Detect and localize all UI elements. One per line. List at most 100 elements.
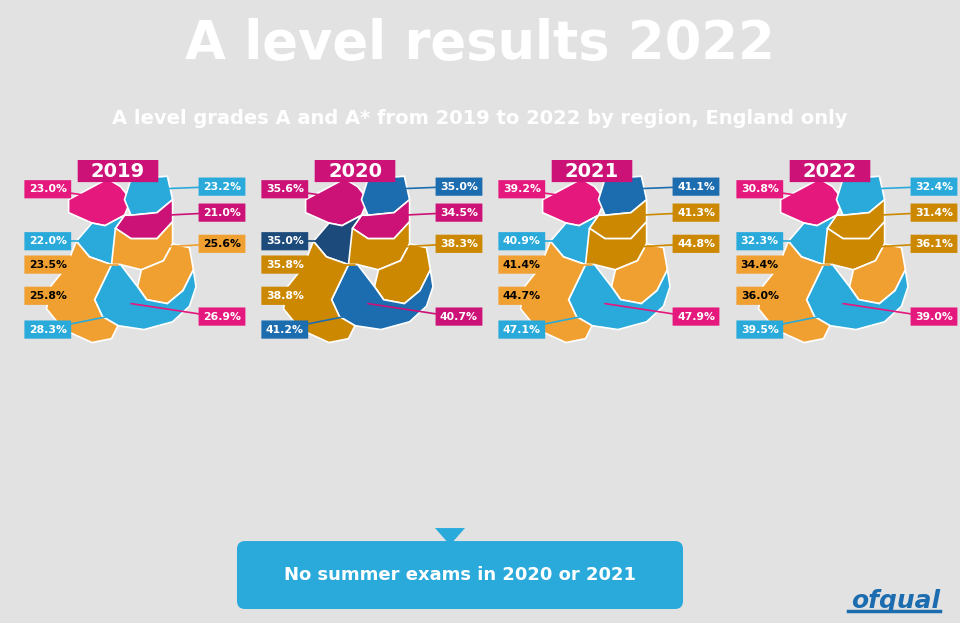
Polygon shape xyxy=(362,176,410,215)
FancyBboxPatch shape xyxy=(261,232,308,250)
FancyBboxPatch shape xyxy=(199,235,246,253)
Text: 31.4%: 31.4% xyxy=(915,207,953,217)
Text: ofqual: ofqual xyxy=(851,589,940,613)
FancyBboxPatch shape xyxy=(790,160,871,182)
FancyBboxPatch shape xyxy=(736,180,783,198)
Text: 35.0%: 35.0% xyxy=(266,236,303,246)
Text: 2019: 2019 xyxy=(91,161,145,181)
FancyBboxPatch shape xyxy=(552,160,633,182)
Text: 35.6%: 35.6% xyxy=(266,184,303,194)
FancyBboxPatch shape xyxy=(498,180,545,198)
Polygon shape xyxy=(374,244,430,303)
FancyBboxPatch shape xyxy=(498,287,545,305)
FancyBboxPatch shape xyxy=(736,320,783,339)
FancyBboxPatch shape xyxy=(673,204,719,222)
Polygon shape xyxy=(125,176,173,215)
FancyBboxPatch shape xyxy=(498,255,545,273)
Polygon shape xyxy=(348,222,410,270)
Polygon shape xyxy=(806,265,908,330)
Text: 39.2%: 39.2% xyxy=(503,184,540,194)
Text: 34.5%: 34.5% xyxy=(440,207,478,217)
Polygon shape xyxy=(828,287,858,309)
Polygon shape xyxy=(68,179,131,226)
Polygon shape xyxy=(788,215,836,265)
Text: 41.2%: 41.2% xyxy=(266,325,303,335)
Polygon shape xyxy=(758,241,830,343)
FancyBboxPatch shape xyxy=(261,255,308,273)
Polygon shape xyxy=(542,179,605,226)
FancyBboxPatch shape xyxy=(673,178,719,196)
Polygon shape xyxy=(586,222,647,270)
FancyBboxPatch shape xyxy=(736,232,783,250)
FancyBboxPatch shape xyxy=(673,235,719,253)
Polygon shape xyxy=(589,287,620,309)
FancyBboxPatch shape xyxy=(436,308,482,326)
FancyBboxPatch shape xyxy=(911,204,957,222)
Polygon shape xyxy=(305,179,368,226)
FancyBboxPatch shape xyxy=(911,235,957,253)
Polygon shape xyxy=(95,265,196,330)
Text: 38.3%: 38.3% xyxy=(440,239,478,249)
Text: 47.9%: 47.9% xyxy=(677,312,715,321)
Polygon shape xyxy=(568,265,670,330)
Polygon shape xyxy=(780,179,843,226)
Text: 21.0%: 21.0% xyxy=(204,207,241,217)
Text: No summer exams in 2020 or 2021: No summer exams in 2020 or 2021 xyxy=(284,566,636,584)
Text: 36.0%: 36.0% xyxy=(741,291,779,301)
Text: 47.1%: 47.1% xyxy=(503,325,540,335)
Polygon shape xyxy=(313,215,362,265)
Polygon shape xyxy=(352,287,384,309)
Polygon shape xyxy=(598,176,647,215)
Polygon shape xyxy=(824,222,884,270)
FancyBboxPatch shape xyxy=(436,204,482,222)
Polygon shape xyxy=(612,244,667,303)
Text: 41.4%: 41.4% xyxy=(503,260,540,270)
FancyBboxPatch shape xyxy=(436,235,482,253)
FancyBboxPatch shape xyxy=(436,178,482,196)
FancyBboxPatch shape xyxy=(24,320,71,339)
Polygon shape xyxy=(77,215,125,265)
Text: 22.0%: 22.0% xyxy=(29,236,67,246)
Text: 2020: 2020 xyxy=(328,161,382,181)
Polygon shape xyxy=(850,244,905,303)
FancyBboxPatch shape xyxy=(498,232,545,250)
Text: 41.1%: 41.1% xyxy=(677,182,715,192)
FancyBboxPatch shape xyxy=(78,160,158,182)
Text: 39.0%: 39.0% xyxy=(915,312,953,321)
Text: A level grades A and A* from 2019 to 2022 by region, England only: A level grades A and A* from 2019 to 202… xyxy=(112,109,848,128)
FancyBboxPatch shape xyxy=(24,232,71,250)
FancyBboxPatch shape xyxy=(24,287,71,305)
Polygon shape xyxy=(137,244,193,303)
FancyBboxPatch shape xyxy=(199,308,246,326)
FancyBboxPatch shape xyxy=(261,320,308,339)
FancyBboxPatch shape xyxy=(24,255,71,273)
Polygon shape xyxy=(520,241,592,343)
Text: 23.2%: 23.2% xyxy=(203,182,241,192)
Text: 44.8%: 44.8% xyxy=(677,239,715,249)
Text: 25.6%: 25.6% xyxy=(203,239,241,249)
Polygon shape xyxy=(435,528,465,545)
Text: 34.4%: 34.4% xyxy=(741,260,779,270)
Text: 25.8%: 25.8% xyxy=(29,291,67,301)
Text: A level results 2022: A level results 2022 xyxy=(185,18,775,70)
FancyBboxPatch shape xyxy=(261,180,308,198)
Text: 2022: 2022 xyxy=(803,161,857,181)
FancyBboxPatch shape xyxy=(24,180,71,198)
FancyBboxPatch shape xyxy=(199,204,246,222)
Text: 35.0%: 35.0% xyxy=(440,182,478,192)
FancyBboxPatch shape xyxy=(261,287,308,305)
Text: 23.0%: 23.0% xyxy=(29,184,67,194)
Polygon shape xyxy=(115,199,173,239)
FancyBboxPatch shape xyxy=(237,541,683,609)
FancyBboxPatch shape xyxy=(673,308,719,326)
Polygon shape xyxy=(550,215,598,265)
Polygon shape xyxy=(836,176,884,215)
FancyBboxPatch shape xyxy=(498,320,545,339)
Text: 2021: 2021 xyxy=(564,161,619,181)
Polygon shape xyxy=(115,287,147,309)
Polygon shape xyxy=(828,199,884,239)
Text: 28.3%: 28.3% xyxy=(29,325,67,335)
Polygon shape xyxy=(331,265,433,330)
Text: 36.1%: 36.1% xyxy=(915,239,953,249)
Text: 41.3%: 41.3% xyxy=(677,207,715,217)
